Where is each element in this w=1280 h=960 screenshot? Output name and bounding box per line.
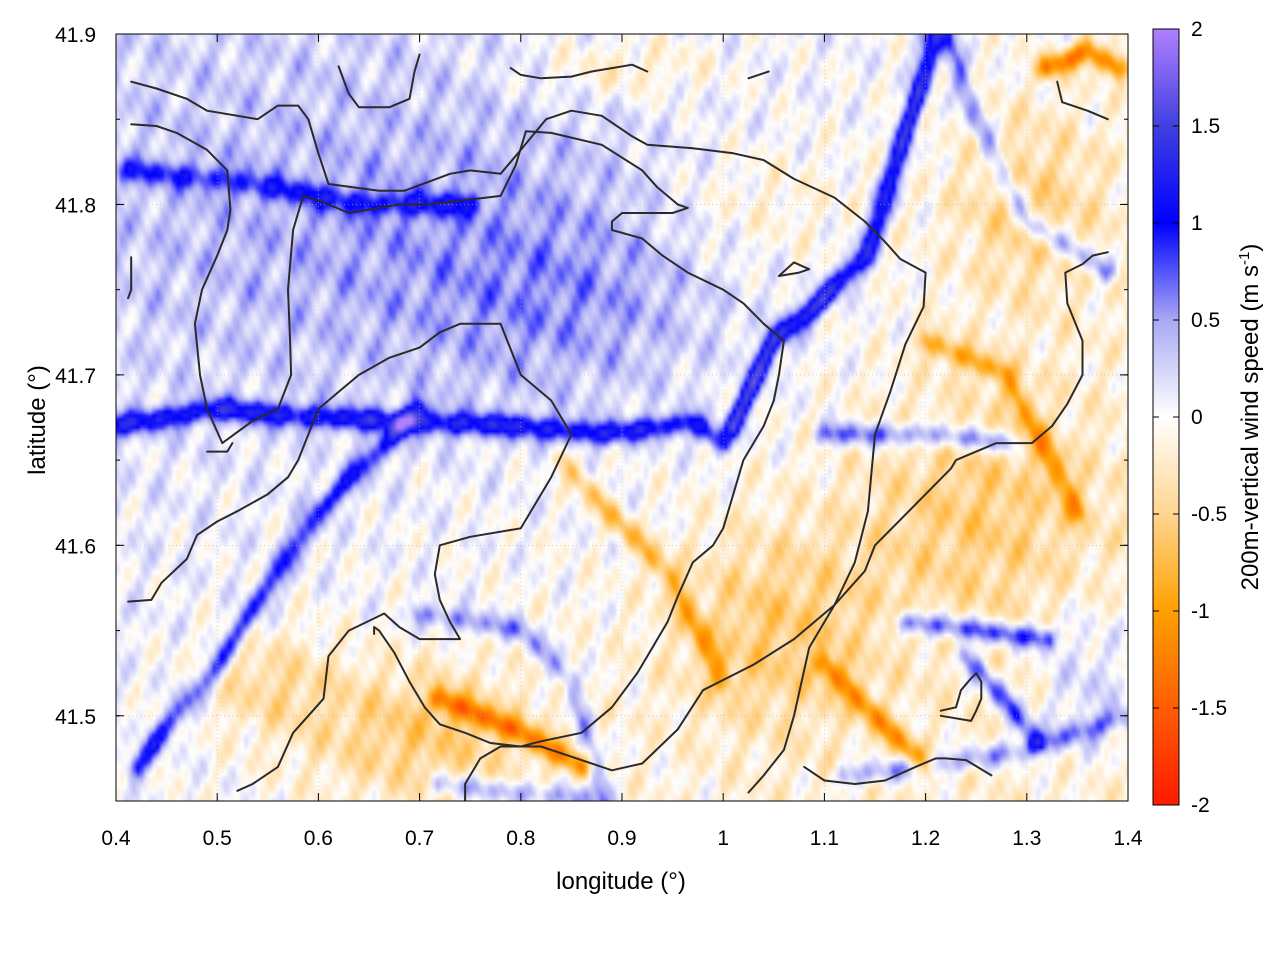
x-tick-label: 0.9 (607, 827, 636, 850)
terrain-contour-line (337, 53, 421, 109)
terrain-contour-line (127, 322, 573, 792)
x-axis-ticks: 0.4 0.5 0.6 0.7 0.8 0.9 1 1.1 1.2 1.3 1.4 (101, 34, 1143, 850)
y-tick-label: 41.6 (55, 535, 96, 558)
terrain-contour-line (1056, 80, 1109, 121)
y-tick-label: 41.8 (55, 194, 96, 217)
x-tick-label: 1.4 (1113, 827, 1143, 850)
y-tick-label: 41.7 (55, 365, 96, 388)
colorbar-tick-label: 1.5 (1191, 115, 1220, 138)
x-tick-label: 0.4 (101, 827, 131, 850)
terrain-contour-line (509, 63, 649, 80)
terrain-contour-line (777, 261, 811, 277)
terrain-contours (127, 53, 1109, 801)
x-tick-label: 1 (717, 827, 729, 850)
colorbar-title-main: 200m-vertical wind speed (m s (1237, 265, 1264, 590)
terrain-contour-line (206, 442, 234, 453)
plot-area (115, 33, 1129, 802)
colorbar-tick-label: -2 (1191, 794, 1210, 817)
grid-lines (116, 34, 1128, 801)
terrain-contour-line (747, 251, 1109, 794)
y-tick-label: 41.9 (55, 24, 96, 47)
colorbar-tick-label: 0 (1191, 406, 1203, 429)
heatmap-raster (116, 34, 1128, 801)
x-tick-label: 0.5 (203, 827, 232, 850)
terrain-contour-line (939, 672, 983, 722)
x-tick-label: 0.6 (304, 827, 333, 850)
colorbar-tick-label: 0.5 (1191, 309, 1220, 332)
x-tick-label: 1.3 (1012, 827, 1041, 850)
terrain-contour-line (127, 256, 133, 300)
terrain-contour-line (803, 757, 993, 785)
colorbar-title: 200m-vertical wind speed (m s-1) (1236, 244, 1264, 591)
colorbar-tick-label: -1.5 (1191, 697, 1227, 720)
colorbar-ticks: 2 1.5 1 0.5 0 -0.5 -1 -1.5 -2 (1153, 18, 1227, 817)
colorbar: 2 1.5 1 0.5 0 -0.5 -1 -1.5 -2 200m-vertical wind… (1152, 18, 1264, 817)
colorbar-tick-label: 2 (1191, 18, 1203, 41)
y-axis-title: latitude (°) (24, 365, 51, 475)
x-tick-label: 0.8 (506, 827, 535, 850)
colorbar-title-sup: -1 (1236, 252, 1253, 265)
colorbar-title-end: ) (1237, 244, 1264, 252)
terrain-contour-line (130, 80, 927, 801)
y-axis-ticks: 41.5 41.6 41.7 41.8 41.9 (55, 24, 1128, 802)
y-tick-label: 41.5 (55, 706, 96, 729)
x-axis-title: longitude (°) (556, 868, 686, 895)
x-tick-label: 0.7 (405, 827, 434, 850)
x-tick-label: 1.1 (810, 827, 839, 850)
terrain-contour-line (130, 123, 785, 748)
terrain-contour-line (747, 70, 770, 80)
colorbar-tick-label: 1 (1191, 212, 1203, 235)
colorbar-tick-label: -0.5 (1191, 503, 1227, 526)
x-tick-label: 1.2 (911, 827, 940, 850)
colorbar-tick-label: -1 (1191, 600, 1210, 623)
